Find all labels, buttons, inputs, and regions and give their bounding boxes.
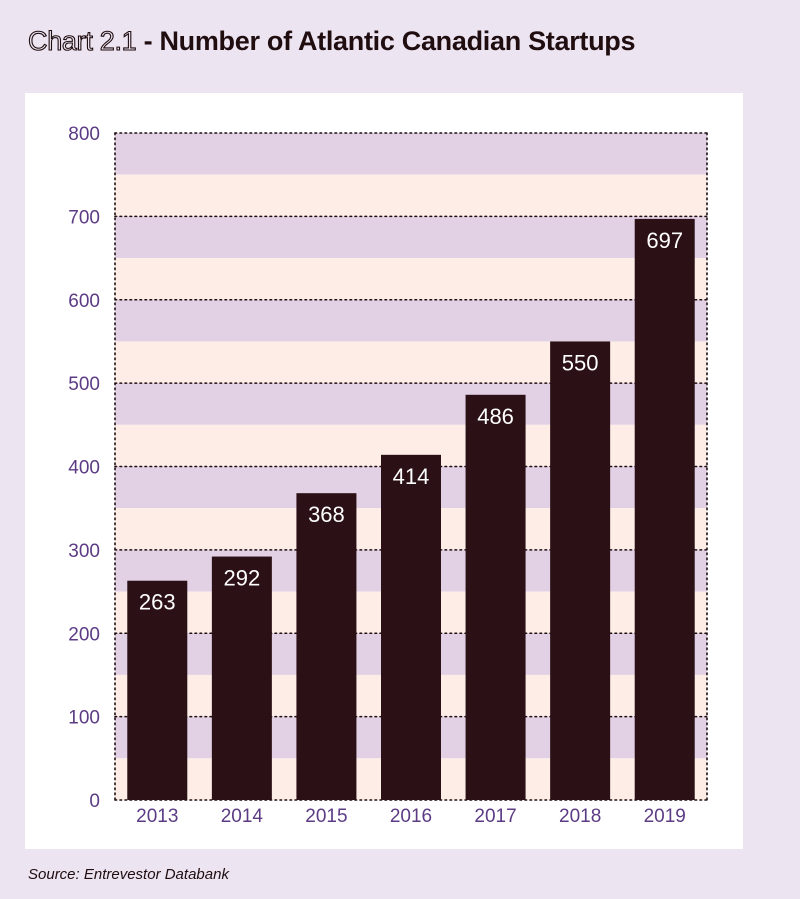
x-tick-label: 2016 bbox=[390, 806, 432, 827]
bar-value-label: 263 bbox=[139, 590, 176, 615]
bar bbox=[127, 580, 188, 800]
bar bbox=[381, 454, 441, 800]
bar-value-label: 414 bbox=[393, 464, 430, 489]
grid-band bbox=[115, 299, 707, 342]
y-tick-label: 200 bbox=[68, 624, 100, 645]
bar bbox=[211, 556, 272, 800]
y-tick-label: 700 bbox=[68, 207, 100, 228]
y-tick-label: 600 bbox=[68, 291, 100, 312]
y-tick-label: 400 bbox=[68, 458, 100, 479]
chart-title-main: - Number of Atlantic Canadian Startups bbox=[143, 26, 636, 56]
chart-title: Chart 2.1 - Number of Atlantic Canadian … bbox=[27, 25, 636, 57]
y-tick-label: 100 bbox=[68, 708, 100, 729]
grid-band bbox=[115, 133, 707, 175]
bar-value-label: 292 bbox=[223, 566, 260, 591]
bar bbox=[550, 341, 611, 800]
source-note: Source: Entrevestor Databank bbox=[28, 866, 229, 883]
chart-title-prefix: Chart 2.1 bbox=[27, 25, 137, 56]
grid-band bbox=[115, 383, 707, 425]
grid-band bbox=[115, 258, 707, 300]
y-tick-label: 300 bbox=[68, 541, 100, 562]
x-tick-label: 2017 bbox=[474, 806, 516, 827]
y-tick-label: 0 bbox=[89, 791, 100, 812]
x-tick-label: 2018 bbox=[559, 806, 601, 827]
bar-value-label: 697 bbox=[646, 228, 683, 253]
x-tick-label: 2014 bbox=[221, 806, 264, 827]
bar bbox=[634, 218, 695, 801]
x-tick-label: 2019 bbox=[644, 806, 686, 827]
bar bbox=[465, 394, 526, 800]
x-tick-label: 2013 bbox=[136, 806, 178, 827]
y-tick-label: 800 bbox=[68, 124, 100, 145]
x-tick-label: 2015 bbox=[305, 806, 347, 827]
bar-value-label: 368 bbox=[308, 502, 345, 527]
grid-band bbox=[115, 174, 707, 217]
grid-band bbox=[115, 216, 707, 259]
bar bbox=[296, 493, 357, 800]
y-tick-label: 500 bbox=[68, 374, 100, 395]
grid-band bbox=[115, 341, 707, 384]
bar-value-label: 486 bbox=[477, 404, 514, 429]
bar-value-label: 550 bbox=[562, 350, 599, 375]
